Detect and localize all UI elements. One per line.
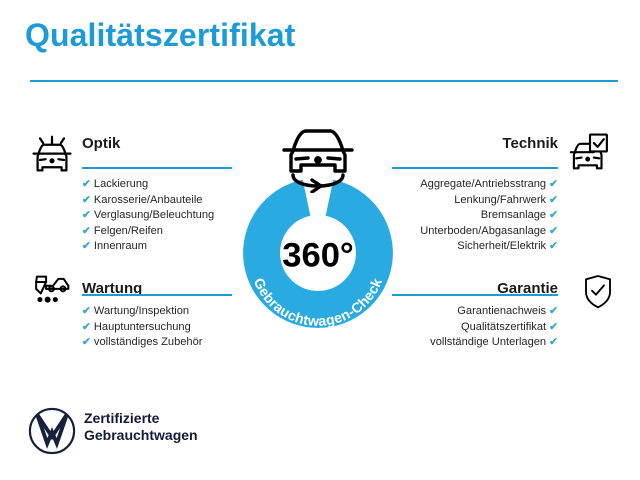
svg-text:360°: 360°	[282, 237, 354, 275]
